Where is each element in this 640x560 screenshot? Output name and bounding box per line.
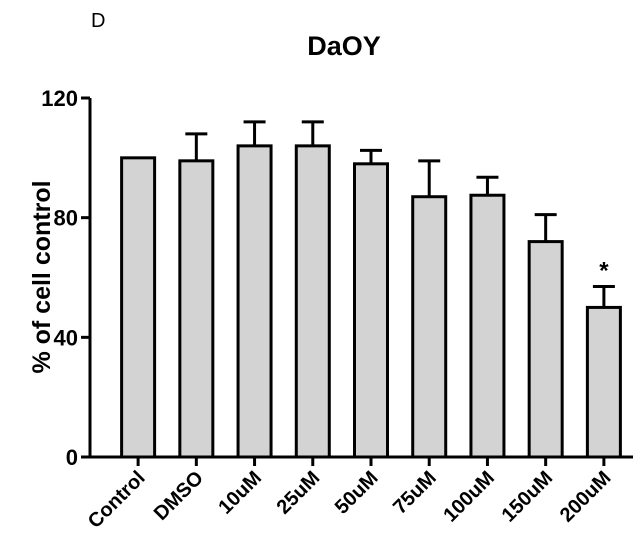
x-ticks: Control DMSO 10uM 25uM 50uM 75uM100uM150uM200… (84, 457, 616, 533)
bar-150um (527, 240, 564, 459)
bar-75um (411, 195, 448, 459)
x-tick-label: 200uM (556, 467, 616, 527)
bar-100um (469, 193, 506, 459)
x-tick-label: Control (84, 467, 150, 533)
x-tick-label: 150uM (498, 467, 558, 527)
y-tick-label: 120 (41, 86, 78, 111)
error-bar-50um (360, 148, 382, 164)
bars (120, 144, 622, 459)
error-bars (185, 120, 615, 308)
bar-25um (294, 144, 331, 459)
chart-title: DaOY (307, 31, 381, 61)
x-tick-label: 50uM (331, 467, 383, 519)
annotations: * (599, 257, 609, 284)
error-bar-200um (592, 284, 615, 308)
error-bar-100um (476, 175, 499, 196)
panel-label: D (91, 10, 105, 32)
x-tick-label: 100uM (439, 467, 499, 527)
y-tick-label: 0 (66, 445, 78, 470)
x-tick-label: 10uM (214, 467, 266, 519)
x-tick-label: DMSO (150, 467, 208, 525)
y-axis-label: % of cell control (28, 180, 56, 373)
x-tick-label: 75uM (389, 467, 441, 519)
error-bar-25um (301, 120, 324, 146)
bar-200um (585, 305, 622, 459)
error-bar-dmso (185, 132, 208, 161)
error-bar-10um (243, 120, 266, 146)
x-tick-label: 25uM (273, 467, 325, 519)
y-tick-label: 80 (54, 206, 78, 231)
error-bar-150um (534, 213, 557, 242)
significance-marker: * (599, 257, 609, 284)
error-bar-75um (418, 159, 441, 197)
bar-10um (236, 144, 273, 459)
y-tick-label: 40 (54, 325, 78, 350)
bar-dmso (178, 159, 215, 459)
bar-control (120, 156, 157, 459)
bar-50um (353, 162, 389, 459)
y-ticks: 0 40 80 120 (41, 86, 90, 470)
